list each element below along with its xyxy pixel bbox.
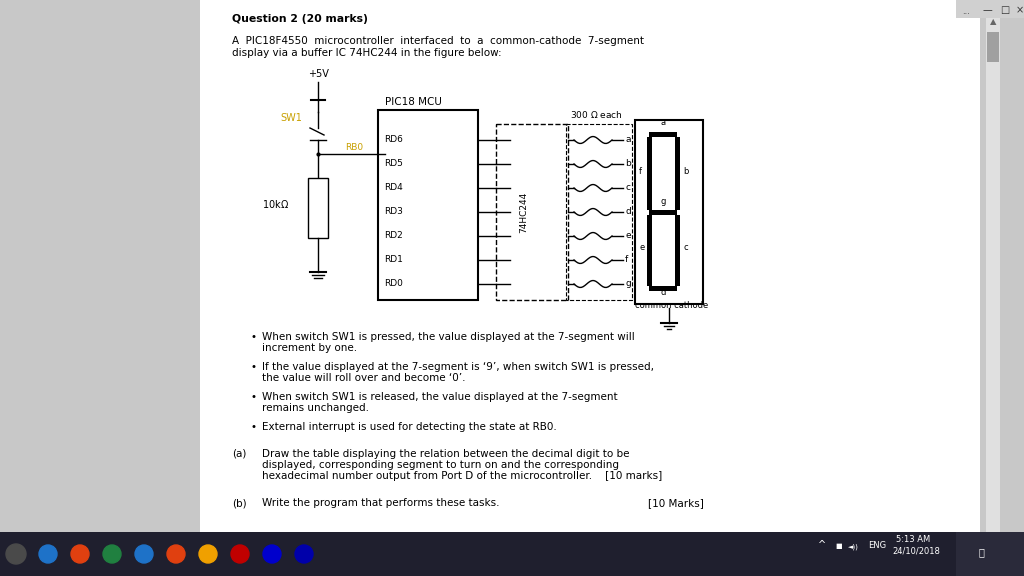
Text: RD6: RD6 [384,135,402,144]
Text: 10k$\Omega$: 10k$\Omega$ [262,198,289,210]
Text: d: d [625,207,631,216]
Text: a: a [625,135,631,144]
Bar [987,32,999,62]
Text: remains unchanged.: remains unchanged. [262,403,369,413]
Text: ⏻: ⏻ [979,547,985,557]
Circle shape [263,545,281,563]
Text: increment by one.: increment by one. [262,343,357,353]
Circle shape [39,545,57,563]
Bar [647,215,652,286]
Circle shape [167,545,185,563]
Text: If the value displayed at the 7-segment is ‘9’, when switch SW1 is pressed,: If the value displayed at the 7-segment … [262,362,654,372]
Text: RB0: RB0 [345,143,364,152]
Text: ...: ... [962,7,970,17]
Text: b: b [683,166,688,176]
Text: Write the program that performs these tasks.: Write the program that performs these ta… [262,498,500,508]
Text: display via a buffer IC 74HC244 in the figure below:: display via a buffer IC 74HC244 in the f… [232,48,502,58]
Text: ▲: ▲ [990,17,996,26]
Text: PIC18 MCU: PIC18 MCU [385,97,442,107]
Bar [986,18,1000,532]
Bar [378,110,478,300]
Text: ■: ■ [835,543,842,549]
Text: 5:13 AM: 5:13 AM [896,535,930,544]
Bar [956,532,1024,576]
Text: a: a [660,118,666,127]
Text: ^: ^ [818,540,826,550]
Text: SW1: SW1 [280,113,302,123]
Text: •: • [250,362,256,372]
Circle shape [199,545,217,563]
Text: RD1: RD1 [384,255,402,264]
Text: ×: × [1016,5,1024,15]
Bar [649,210,677,215]
Text: e: e [625,231,631,240]
Text: A  PIC18F4550  microcontroller  interfaced  to  a  common-cathode  7-segment: A PIC18F4550 microcontroller interfaced … [232,36,644,46]
Text: •: • [250,422,256,432]
Bar [0,532,1024,576]
Text: +5V: +5V [308,69,329,79]
Circle shape [71,545,89,563]
Bar [308,178,328,238]
Bar [675,137,680,210]
Text: RD2: RD2 [384,231,402,240]
Text: When switch SW1 is pressed, the value displayed at the 7-segment will: When switch SW1 is pressed, the value di… [262,332,635,342]
Bar [566,124,632,300]
Text: 74HC244: 74HC244 [519,191,527,233]
Text: RD5: RD5 [384,159,402,168]
Text: the value will roll over and become ‘0’.: the value will roll over and become ‘0’. [262,373,466,383]
Text: d: d [660,288,666,297]
Text: (b): (b) [232,498,247,508]
Text: RD3: RD3 [384,207,402,216]
Text: c: c [625,183,630,192]
Text: ENG: ENG [868,541,886,550]
Text: displayed, corresponding segment to turn on and the corresponding: displayed, corresponding segment to turn… [262,460,618,470]
Circle shape [103,545,121,563]
Text: External interrupt is used for detecting the state at RB0.: External interrupt is used for detecting… [262,422,557,432]
Bar [956,0,1024,18]
Text: e: e [639,244,644,252]
Text: [10 Marks]: [10 Marks] [648,498,703,508]
Circle shape [6,544,26,564]
Circle shape [231,545,249,563]
Bar [200,0,980,532]
Bar [496,124,568,300]
Bar [635,120,703,304]
Text: hexadecimal number output from Port D of the microcontroller.    [10 marks]: hexadecimal number output from Port D of… [262,471,663,481]
Text: Question 2 (20 marks): Question 2 (20 marks) [232,14,368,24]
Text: common cathode: common cathode [635,301,709,310]
Text: —: — [983,5,992,15]
Text: RD4: RD4 [384,183,402,192]
Text: 300 $\Omega$ each: 300 $\Omega$ each [570,109,623,120]
Text: •: • [250,332,256,342]
Bar [675,215,680,286]
Text: □: □ [1000,5,1010,15]
Circle shape [295,545,313,563]
Text: g: g [625,279,631,288]
Text: (a): (a) [232,449,247,459]
Text: f: f [625,255,629,264]
Text: 24/10/2018: 24/10/2018 [892,546,940,555]
Text: When switch SW1 is released, the value displayed at the 7-segment: When switch SW1 is released, the value d… [262,392,617,402]
Text: f: f [639,166,642,176]
Bar [647,137,652,210]
Text: RD0: RD0 [384,279,402,288]
Text: g: g [660,197,666,206]
Circle shape [135,545,153,563]
Text: b: b [625,159,631,168]
Text: Draw the table displaying the relation between the decimal digit to be: Draw the table displaying the relation b… [262,449,630,459]
Text: ◄)): ◄)) [848,543,859,550]
Text: c: c [683,244,688,252]
Bar [649,286,677,291]
Bar [649,132,677,137]
Text: •: • [250,392,256,402]
